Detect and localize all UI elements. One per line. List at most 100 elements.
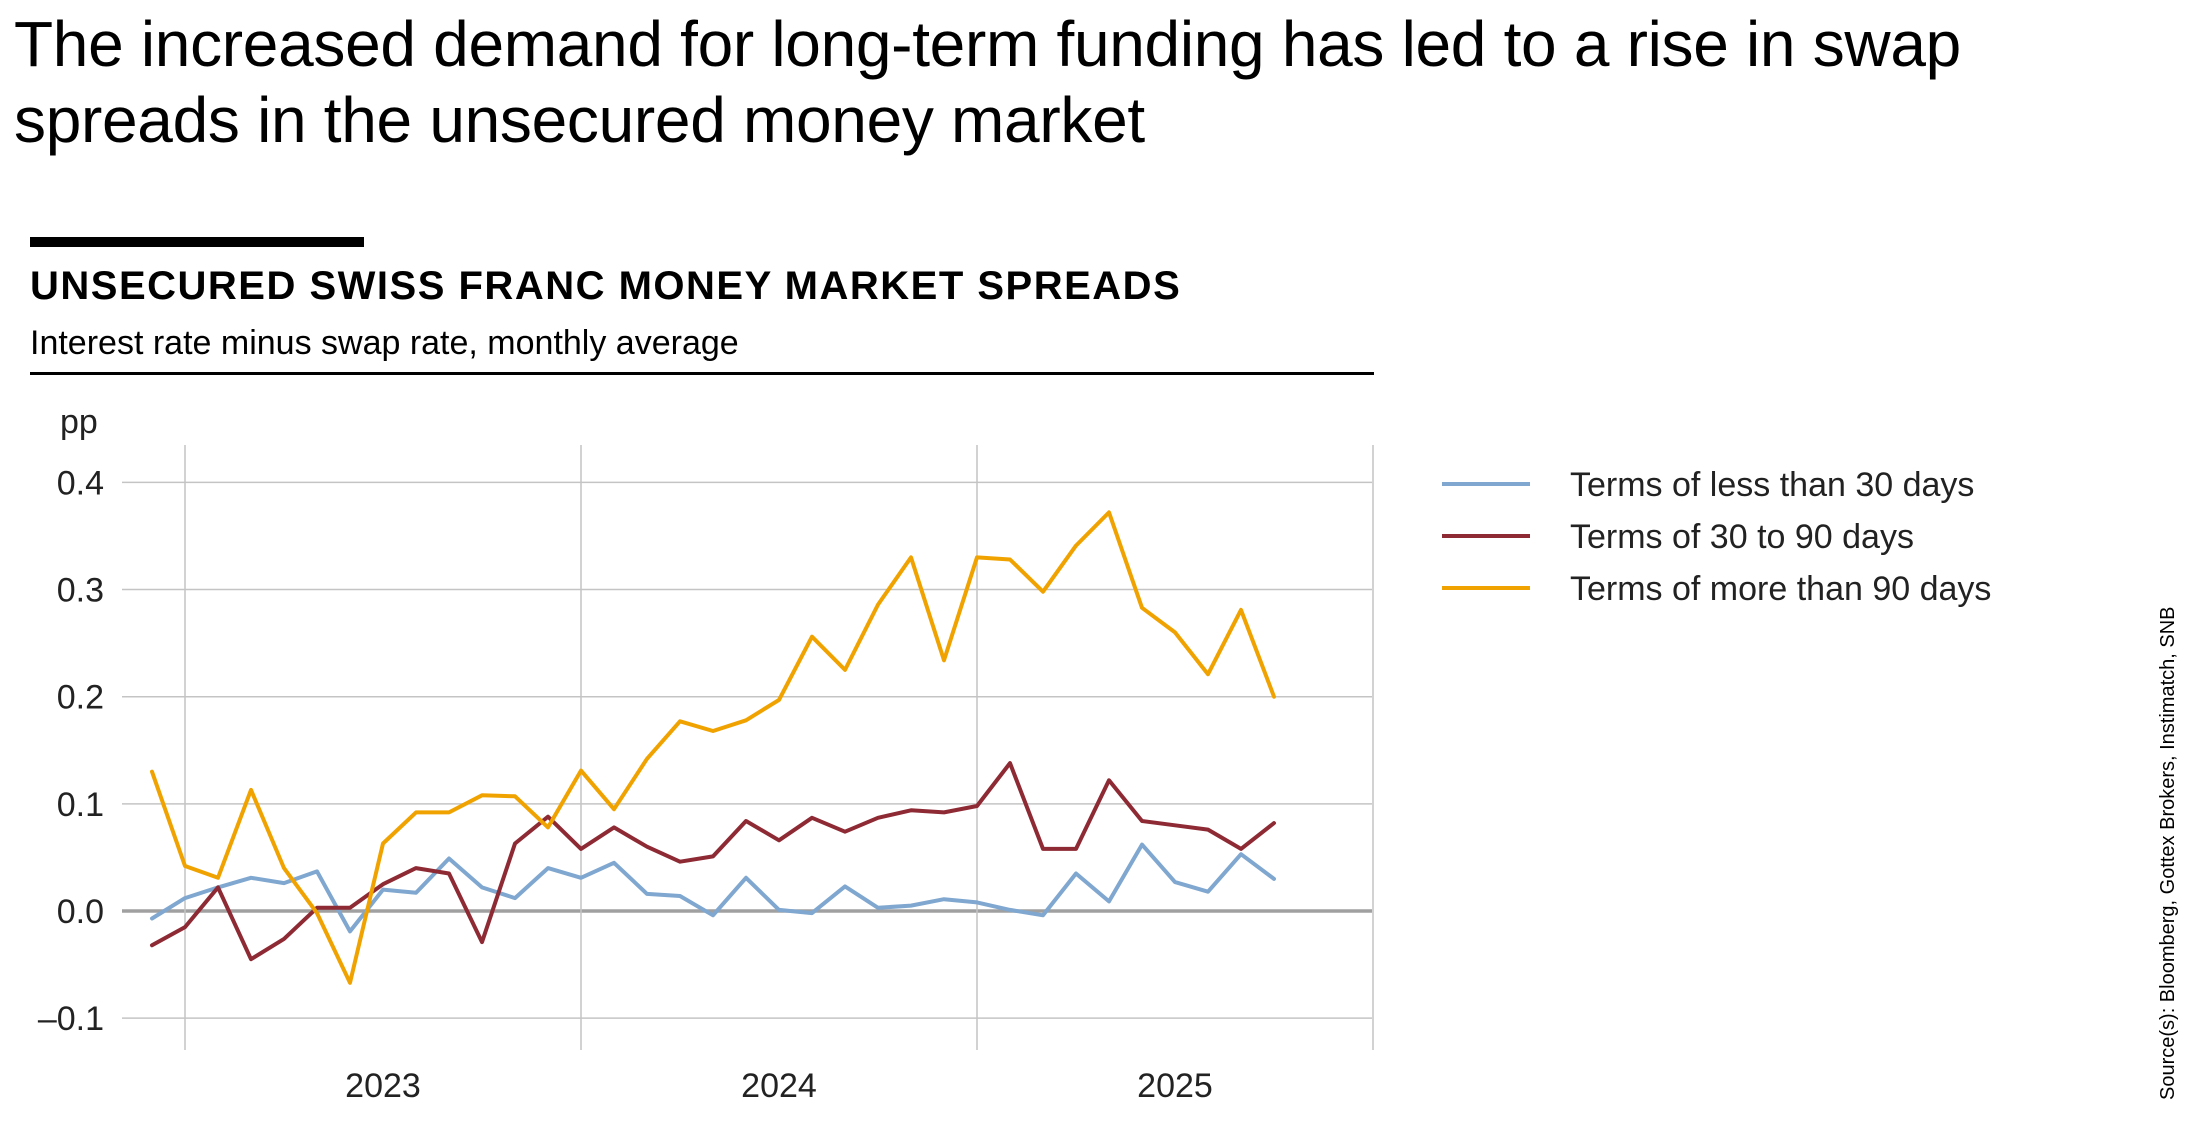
series-2-point [875, 815, 881, 821]
series-1-point [809, 910, 815, 916]
series-3-point [314, 910, 320, 916]
series-2-point [413, 865, 419, 871]
series-1-point [776, 907, 782, 913]
legend-label-3: Terms of more than 90 days [1570, 570, 1991, 608]
series-1-point [941, 896, 947, 902]
series-3-point [1073, 543, 1079, 549]
series-2-point [347, 905, 353, 911]
series-1-point [1172, 879, 1178, 885]
series-2-point [149, 942, 155, 948]
series-1-point [1106, 898, 1112, 904]
series-1-point [611, 860, 617, 866]
series-1-point [908, 903, 914, 909]
series-3-point [677, 718, 683, 724]
x-tick-label: 2023 [345, 1067, 421, 1105]
series-1-point [413, 890, 419, 896]
series-1-point [347, 928, 353, 934]
series-3-point [512, 793, 518, 799]
series-2-point [446, 870, 452, 876]
series-2-point [380, 881, 386, 887]
series-1-point [974, 899, 980, 905]
series-1-point [1040, 912, 1046, 918]
series-3-point [1007, 557, 1013, 563]
series-1-point [149, 916, 155, 922]
series-1-point [578, 875, 584, 881]
series-3-point [644, 756, 650, 762]
series-1-point [1007, 907, 1013, 913]
series-3-point [347, 980, 353, 986]
series-1-point [512, 895, 518, 901]
series-2-point [1106, 777, 1112, 783]
series-2-point [1139, 818, 1145, 824]
x-tick-label: 2025 [1137, 1067, 1213, 1105]
series-3-point [941, 657, 947, 663]
series-2-point [479, 939, 485, 945]
series-2-point [1073, 846, 1079, 852]
series-line-3 [150, 510, 1276, 985]
series-2-point [182, 924, 188, 930]
series-3-point [545, 824, 551, 830]
source-note: Source(s): Bloomberg, Gottex Brokers, In… [2157, 606, 2179, 1100]
chart-subtitle: Interest rate minus swap rate, monthly a… [30, 324, 739, 362]
y-tick-label: 0.0 [57, 893, 104, 931]
series-3-point [743, 717, 749, 723]
y-tick-label: 0.3 [57, 572, 104, 610]
series-1-point [677, 893, 683, 899]
series-2-point [1172, 822, 1178, 828]
series-line-2 [150, 761, 1276, 962]
series-3-point [611, 806, 617, 812]
title-accent-rule [30, 237, 364, 247]
series-2-point [578, 846, 584, 852]
series-3-point [1238, 607, 1244, 613]
series-2-point [644, 844, 650, 850]
series-3-point [1172, 629, 1178, 635]
series-2-point [248, 956, 254, 962]
series-3-point [974, 554, 980, 560]
series-3-point [1139, 605, 1145, 611]
series-2-point [512, 840, 518, 846]
series-2-point [1205, 827, 1211, 833]
series-1-point [479, 884, 485, 890]
series-3-point [1040, 589, 1046, 595]
series-2-point [611, 824, 617, 830]
series-1-point [182, 895, 188, 901]
series-1-point [1139, 842, 1145, 848]
series-1-point [743, 875, 749, 881]
y-tick-label: 0.4 [57, 464, 104, 502]
series-3-point [875, 602, 881, 608]
series-2-point [776, 837, 782, 843]
series-3-point [1205, 671, 1211, 677]
series-3-point [215, 875, 221, 881]
y-tick-label: –0.1 [38, 1000, 104, 1038]
y-tick-label: 0.2 [57, 679, 104, 717]
series-3-point [182, 863, 188, 869]
series-2-point [1007, 760, 1013, 766]
series-2-point [908, 807, 914, 813]
series-3-point [908, 554, 914, 560]
series-1-point [842, 883, 848, 889]
legend-label-1: Terms of less than 30 days [1570, 466, 1974, 504]
series-1-point [644, 891, 650, 897]
series-3-point [842, 667, 848, 673]
series-2-point [842, 829, 848, 835]
series-2-point [743, 818, 749, 824]
series-1-point [314, 868, 320, 874]
series-1-point [710, 912, 716, 918]
series-3-point [248, 787, 254, 793]
y-axis-unit: pp [60, 403, 98, 441]
y-tick-label: 0.1 [57, 786, 104, 824]
series-3-point [776, 697, 782, 703]
series-1-point [875, 905, 881, 911]
series-3-point [149, 769, 155, 775]
series-2-point [545, 814, 551, 820]
series-3-point [446, 809, 452, 815]
series-2-point [1238, 846, 1244, 852]
series-1-point [1271, 876, 1277, 882]
series-2-point [974, 803, 980, 809]
headline: The increased demand for long-term fundi… [14, 8, 1961, 156]
series-1-point [446, 855, 452, 861]
series-3-point [413, 809, 419, 815]
series-3-point [578, 768, 584, 774]
series-1-point [1238, 851, 1244, 857]
